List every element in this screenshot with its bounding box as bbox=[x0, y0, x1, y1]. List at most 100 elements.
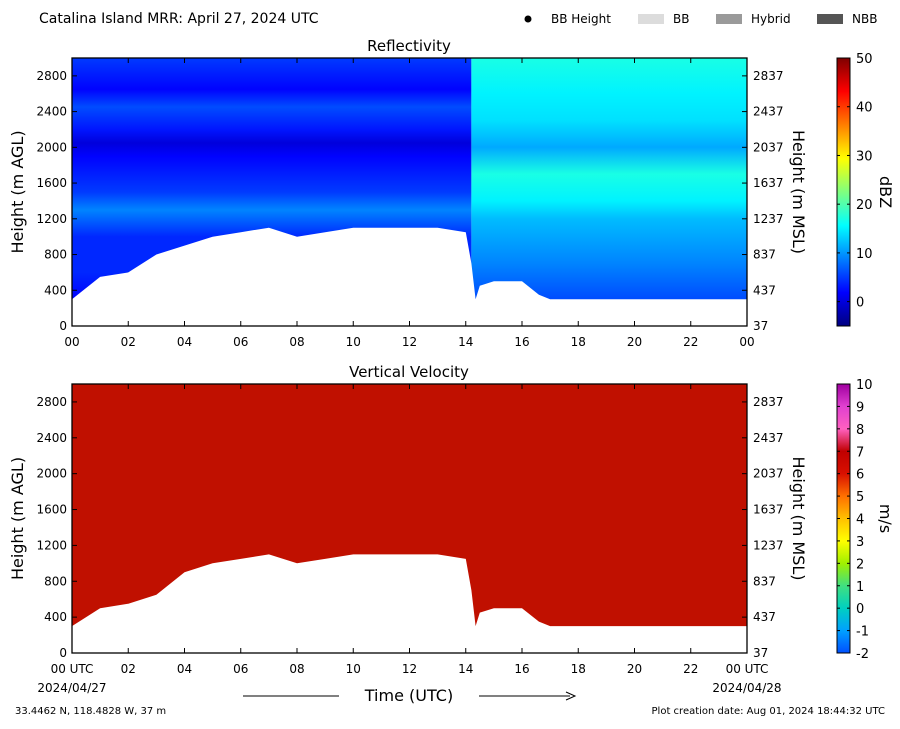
x-tick-label: 22 bbox=[683, 662, 698, 676]
colorbar-tick-label: -1 bbox=[856, 625, 869, 640]
x-tick-label: 00 UTC bbox=[51, 662, 94, 676]
y-tick-label: 1200 bbox=[36, 212, 67, 226]
colorbar-tick-label: 10 bbox=[856, 247, 873, 262]
colorbar-tick-label: 40 bbox=[856, 101, 873, 116]
legend-swatch bbox=[638, 14, 664, 24]
x-tick-label: 14 bbox=[458, 335, 473, 349]
x-tick-label: 14 bbox=[458, 662, 473, 676]
colorbar-tick-label: -2 bbox=[856, 647, 869, 662]
legend-label: BB Height bbox=[551, 12, 611, 26]
reflectivity-echo-region bbox=[72, 58, 472, 300]
x-tick-label: 18 bbox=[571, 662, 586, 676]
x-tick-label: 00 bbox=[739, 335, 754, 349]
colorbar-tick-label: 30 bbox=[856, 149, 873, 164]
time-arrow-head-icon bbox=[565, 691, 577, 701]
x-tick-label: 04 bbox=[177, 335, 192, 349]
x-tick-label: 00 UTC bbox=[726, 662, 769, 676]
y-tick-label: 2400 bbox=[36, 431, 67, 445]
x-tick-label: 04 bbox=[177, 662, 192, 676]
figure-title: Catalina Island MRR: April 27, 2024 UTC bbox=[39, 11, 319, 27]
colorbar-tick-label: 0 bbox=[856, 296, 864, 311]
colorbar-tick-label: 7 bbox=[856, 445, 864, 460]
y-tick-label: 2400 bbox=[36, 105, 67, 119]
y2-tick-label: 1637 bbox=[753, 176, 784, 190]
legend-label: BB bbox=[673, 12, 689, 26]
time-axis-label: Time (UTC) bbox=[364, 686, 453, 705]
y-tick-label: 0 bbox=[59, 646, 67, 660]
colorbar-label: dBZ bbox=[876, 176, 895, 208]
y-tick-label: 800 bbox=[44, 574, 67, 588]
legend-label: Hybrid bbox=[751, 12, 791, 26]
x-tick-label: 20 bbox=[627, 662, 642, 676]
legend-swatch bbox=[817, 14, 843, 24]
colorbar-tick-label: 1 bbox=[856, 580, 864, 595]
y2-tick-label: 2837 bbox=[753, 69, 784, 83]
y2-tick-label: 837 bbox=[753, 248, 776, 262]
colorbar bbox=[836, 57, 851, 327]
y2-tick-label: 2037 bbox=[753, 467, 784, 481]
bright-band-legend: BB Height BB Hybrid NBB bbox=[524, 12, 877, 26]
x-tick-label: 02 bbox=[121, 662, 136, 676]
y-tick-label: 0 bbox=[59, 319, 67, 333]
x-tick-label: 10 bbox=[346, 662, 361, 676]
x-tick-label: 02 bbox=[121, 335, 136, 349]
colorbar-tick-label: 50 bbox=[856, 52, 873, 67]
x-tick-label: 22 bbox=[683, 335, 698, 349]
y2-tick-label: 1637 bbox=[753, 503, 784, 517]
y-tick-label: 2000 bbox=[36, 467, 67, 481]
legend-swatch bbox=[716, 14, 742, 24]
y-axis-label: Height (m AGL) bbox=[8, 130, 27, 253]
colorbar-label: m/s bbox=[876, 504, 895, 533]
y2-tick-label: 437 bbox=[753, 610, 776, 624]
y-tick-label: 400 bbox=[44, 283, 67, 297]
colorbar-tick-label: 20 bbox=[856, 198, 873, 213]
colorbar-tick-label: 10 bbox=[856, 378, 873, 393]
x-tick-label: 06 bbox=[233, 662, 248, 676]
colorbar-tick-label: 6 bbox=[856, 468, 864, 483]
y2-tick-label: 2037 bbox=[753, 140, 784, 154]
reflectivity-panel-title: Reflectivity bbox=[367, 37, 451, 55]
y-tick-label: 800 bbox=[44, 248, 67, 262]
y-tick-label: 1600 bbox=[36, 176, 67, 190]
y2-tick-label: 1237 bbox=[753, 212, 784, 226]
colorbar-tick-label: 3 bbox=[856, 535, 864, 550]
colorbar-tick-label: 4 bbox=[856, 513, 864, 528]
y2-tick-label: 2437 bbox=[753, 105, 784, 119]
y-tick-label: 2000 bbox=[36, 140, 67, 154]
y2-axis-label: Height (m MSL) bbox=[789, 456, 808, 580]
velocity-echo-region bbox=[72, 384, 747, 627]
y-tick-label: 1200 bbox=[36, 538, 67, 552]
velocity-panel-title: Vertical Velocity bbox=[349, 363, 469, 381]
y2-axis-label: Height (m MSL) bbox=[789, 130, 808, 254]
x-tick-label: 18 bbox=[571, 335, 586, 349]
bb-height-dot-icon bbox=[524, 15, 532, 23]
y-tick-label: 2800 bbox=[36, 395, 67, 409]
y2-tick-label: 2837 bbox=[753, 395, 784, 409]
station-location: 33.4462 N, 118.4828 W, 37 m bbox=[15, 706, 166, 717]
x-tick-label: 08 bbox=[289, 335, 304, 349]
x-tick-label: 12 bbox=[402, 662, 417, 676]
reflectivity-echo-region bbox=[471, 58, 747, 300]
y2-tick-label: 1237 bbox=[753, 538, 784, 552]
y2-tick-label: 37 bbox=[753, 646, 768, 660]
colorbar-tick-label: 2 bbox=[856, 557, 864, 572]
x-tick-label: 12 bbox=[402, 335, 417, 349]
x-tick-label: 08 bbox=[289, 662, 304, 676]
plot-creation-date: Plot creation date: Aug 01, 2024 18:44:3… bbox=[652, 706, 885, 717]
x-tick-label: 10 bbox=[346, 335, 361, 349]
y2-tick-label: 37 bbox=[753, 319, 768, 333]
y-tick-label: 400 bbox=[44, 610, 67, 624]
x-tick-label: 20 bbox=[627, 335, 642, 349]
y2-tick-label: 2437 bbox=[753, 431, 784, 445]
legend-label: NBB bbox=[852, 12, 877, 26]
y2-tick-label: 837 bbox=[753, 574, 776, 588]
start-date: 2024/04/27 bbox=[37, 681, 106, 695]
x-tick-label: 06 bbox=[233, 335, 248, 349]
x-tick-label: 00 bbox=[64, 335, 79, 349]
colorbar-tick-label: 8 bbox=[856, 423, 864, 438]
x-tick-label: 16 bbox=[514, 662, 529, 676]
y-tick-label: 2800 bbox=[36, 69, 67, 83]
